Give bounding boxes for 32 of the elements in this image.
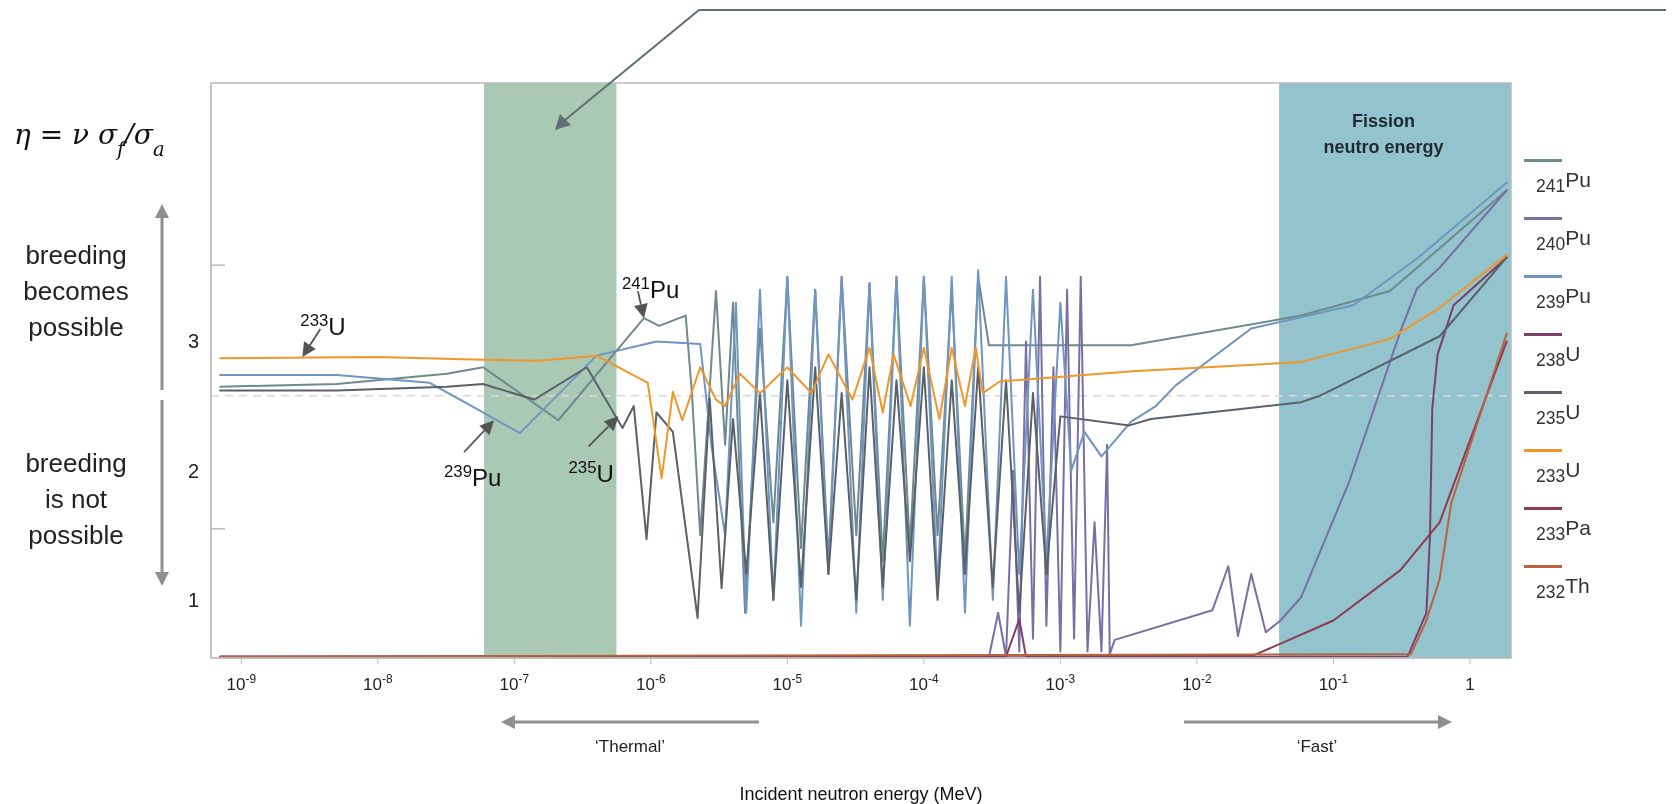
x-axis-title: Incident neutron energy (MeV) [739,784,983,804]
legend-label: $_{233}$U [1535,458,1582,488]
text: breeding becomes possible [23,240,129,342]
x-tick-label: 1 [1465,675,1475,694]
text: breeding is not possible [25,448,127,550]
legend-label: $_{235}$U [1535,400,1582,430]
legend-label: $_{241}$Pu [1535,168,1591,198]
x-tick-label: 10$^{-7}$ [499,672,530,694]
annotation: $^{235}$U [568,457,614,488]
band-label: Fission neutro energy [1323,111,1444,157]
x-tick-label: 10$^{-9}$ [226,672,257,694]
x-tick-label: 10$^{-5}$ [772,672,803,694]
x-tick-label: 10$^{-6}$ [636,672,666,694]
legend-label: $_{232}$Th [1535,574,1591,604]
text: ‘Thermal’ [595,737,665,756]
x-tick-label: 10$^{-8}$ [363,672,393,694]
annotation: $^{241}$Pu [621,273,680,304]
y-tick-label: 1 [187,588,199,611]
text: ‘Fast’ [1296,737,1338,756]
y-axis-title: η = ν σ$_{f}$/σ$_{a}$ [14,118,165,161]
legend-label: $_{233}$Pa [1535,516,1591,546]
annotation: $^{233}$U [300,310,346,340]
annotation: $^{239}$Pu [444,461,502,492]
legend-label: $_{238}$U [1535,342,1582,372]
y-tick-label: 2 [187,459,199,482]
x-tick-label: 10$^{-3}$ [1045,672,1076,694]
legend-label: $_{240}$Pu [1535,226,1591,256]
x-tick-label: 10$^{-1}$ [1318,672,1349,694]
y-tick-label: 3 [187,330,199,353]
x-tick-label: 10$^{-2}$ [1182,672,1213,694]
x-tick-label: 10$^{-4}$ [909,672,939,694]
legend-label: $_{239}$Pu [1535,284,1591,314]
